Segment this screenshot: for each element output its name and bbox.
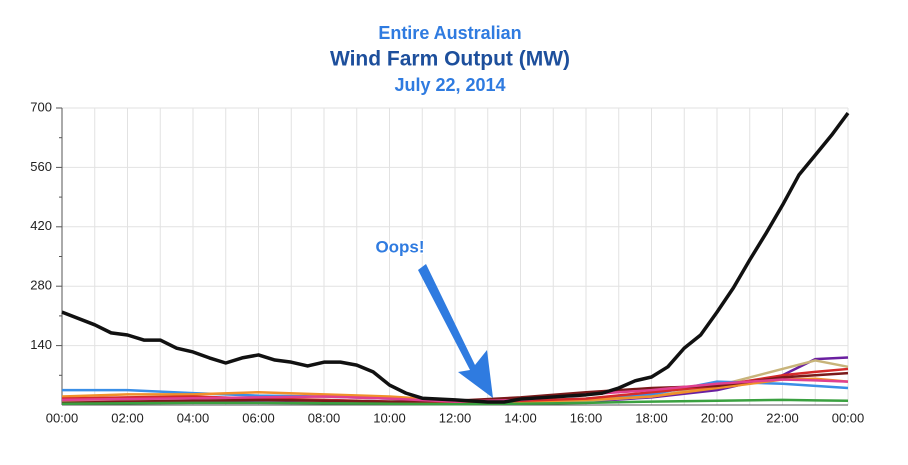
x-tick-label: 14:00 — [504, 410, 537, 425]
chart-date: July 22, 2014 — [394, 75, 505, 95]
x-tick-label: 12:00 — [439, 410, 472, 425]
series-line — [61, 371, 849, 405]
y-tick-label: 560 — [30, 159, 52, 174]
series-line — [61, 398, 849, 406]
x-tick-label: 00:00 — [46, 410, 79, 425]
annotation: Oops! — [375, 237, 424, 256]
x-tick-label: 06:00 — [242, 410, 275, 425]
annotation-arrow — [418, 264, 493, 398]
plot: 00:00 02:00 04:00 06:00 08:00 10:00 12:00 14:00… — [30, 99, 864, 425]
x-tick-label: 08:00 — [308, 410, 341, 425]
x-tick-label: 04:00 — [177, 410, 210, 425]
y-tick-label: 140 — [30, 337, 52, 352]
chart-subtitle: Wind Farm Output (MW) — [330, 48, 570, 71]
x-tick-label: 18:00 — [635, 410, 668, 425]
x-tick-label: 10:00 — [373, 410, 406, 425]
x-tick-label: 20:00 — [701, 410, 734, 425]
series-line — [61, 112, 850, 404]
chart-title: Entire Australian — [378, 23, 521, 43]
y-tick-label: 420 — [30, 218, 52, 233]
y-tick-label: 700 — [30, 99, 52, 114]
x-tick-label: 16:00 — [570, 410, 603, 425]
y-tick-label: 280 — [30, 278, 52, 293]
x-tick-label: 00:00 — [832, 410, 865, 425]
x-tick-label: 22:00 — [766, 410, 799, 425]
x-tick-label: 02:00 — [111, 410, 144, 425]
